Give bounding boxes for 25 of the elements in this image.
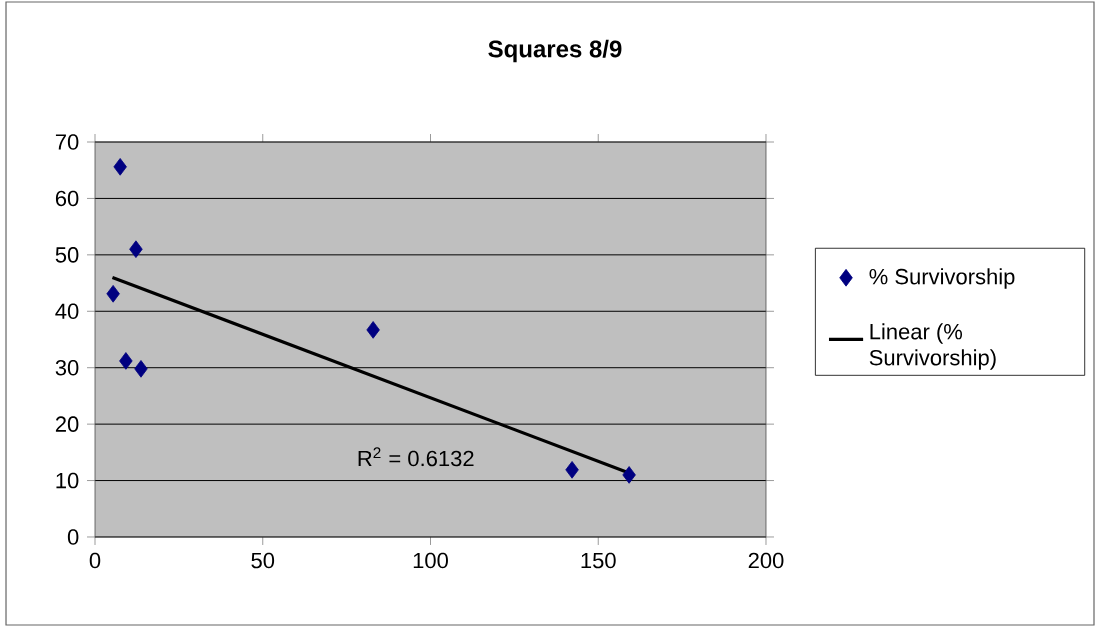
- point: [119, 352, 133, 370]
- legend-label: Linear (% Survivorship): [869, 323, 996, 370]
- point: [565, 461, 579, 479]
- point: [622, 466, 636, 484]
- y-tick-label: 30: [55, 359, 79, 376]
- chart-title: Squares 8/9: [488, 39, 622, 63]
- y-tick-label: 50: [55, 247, 79, 263]
- y-tick-label: 70: [55, 134, 79, 150]
- annotation: R$^{2}$ = 0.6132: [358, 447, 474, 467]
- point: [134, 360, 148, 378]
- point: [106, 284, 120, 303]
- y-tick-label: 20: [55, 416, 79, 432]
- x-tick-label: 100: [413, 552, 448, 569]
- point: [113, 158, 127, 176]
- y-tick-label: 0: [67, 529, 79, 545]
- x-tick-label: 50: [251, 552, 275, 569]
- x-tick-label: 200: [748, 552, 784, 569]
- x-tick-label: 150: [581, 552, 616, 569]
- legend-label: % Survivorship: [869, 268, 1015, 289]
- y-tick-label: 10: [56, 472, 79, 489]
- x-tick-label: 0: [89, 552, 101, 569]
- y-tick-label: 60: [55, 190, 79, 207]
- y-tick-label: 40: [55, 303, 79, 320]
- point: [366, 321, 380, 339]
- point: [129, 240, 143, 259]
